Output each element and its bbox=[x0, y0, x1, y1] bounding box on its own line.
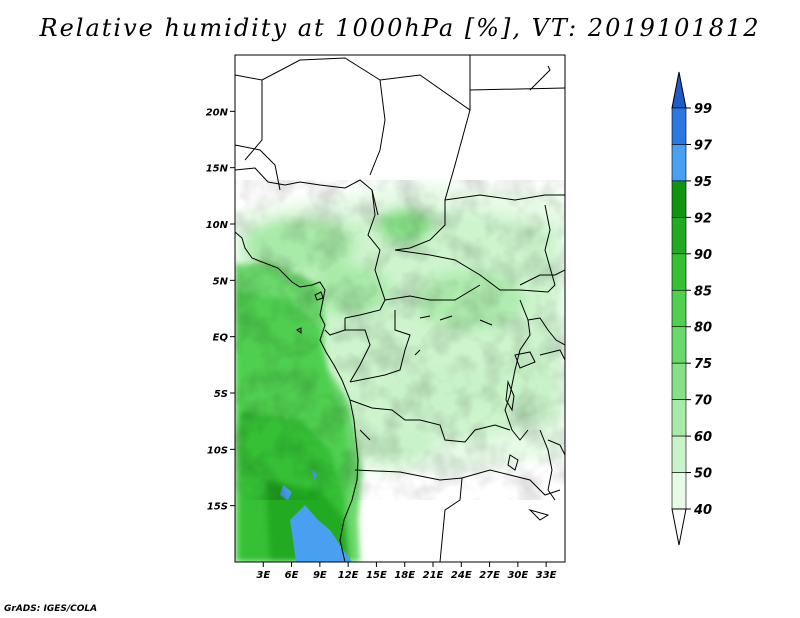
colorbar-swatch bbox=[671, 399, 687, 437]
lon-tick-label: 30E bbox=[507, 570, 528, 581]
humidity-field bbox=[235, 55, 565, 562]
lat-tick-label: EQ bbox=[213, 333, 229, 344]
lon-tick-label: 12E bbox=[338, 570, 359, 581]
lon-tick-label: 18E bbox=[394, 570, 415, 581]
colorbar-swatch bbox=[671, 472, 687, 510]
colorbar-label: 70 bbox=[694, 394, 712, 409]
colorbar-swatch bbox=[671, 435, 687, 473]
lat-tick-label: 15N bbox=[206, 164, 229, 175]
map-frame bbox=[234, 54, 566, 563]
colorbar-label: 97 bbox=[694, 138, 713, 153]
credit-text: GrADS: IGES/COLA bbox=[4, 604, 98, 614]
lat-tick-label: 10S bbox=[207, 445, 228, 456]
longitude-axis: 3E 6E 9E 12E 15E 18E 21E 24E 27E 30E 33E bbox=[256, 562, 557, 581]
lon-tick-label: 27E bbox=[479, 570, 500, 581]
boundaries bbox=[235, 55, 565, 562]
lat-tick-label: 10N bbox=[206, 220, 229, 231]
colorbar-swatch bbox=[671, 253, 687, 291]
lon-tick-label: 3E bbox=[256, 570, 270, 581]
lon-tick-label: 21E bbox=[423, 570, 444, 581]
lat-tick-label: 5N bbox=[213, 276, 229, 287]
lat-tick-label: 5S bbox=[214, 389, 228, 400]
latitude-axis: 20N 15N 10N 5N EQ 5S 10S 15S bbox=[206, 107, 235, 513]
colorbar-label: 40 bbox=[693, 503, 712, 518]
colorbar-swatch bbox=[671, 289, 687, 328]
colorbar-max-triangle bbox=[671, 71, 687, 109]
lon-tick-label: 6E bbox=[285, 570, 299, 581]
colorbar-label: 99 bbox=[694, 102, 712, 117]
colorbar-label: 80 bbox=[694, 321, 712, 336]
lon-tick-label: 24E bbox=[451, 570, 472, 581]
colorbar: 99 97 95 92 90 85 80 75 70 60 50 40 bbox=[671, 71, 713, 546]
colorbar-label: 95 bbox=[694, 175, 712, 190]
colorbar-label: 90 bbox=[694, 248, 712, 263]
lon-tick-label: 15E bbox=[366, 570, 387, 581]
colorbar-swatch bbox=[671, 362, 687, 400]
colorbar-swatch bbox=[671, 180, 687, 218]
colorbar-swatch bbox=[671, 107, 687, 145]
lat-tick-label: 15S bbox=[207, 502, 228, 513]
colorbar-swatch bbox=[671, 326, 687, 364]
lat-tick-label: 20N bbox=[206, 107, 229, 118]
colorbar-label: 75 bbox=[694, 357, 712, 372]
lon-tick-label: 33E bbox=[536, 570, 557, 581]
colorbar-swatch bbox=[671, 144, 687, 182]
colorbar-min-triangle bbox=[671, 508, 687, 546]
colorbar-swatch bbox=[671, 217, 687, 255]
colorbar-label: 50 bbox=[694, 467, 712, 482]
lon-tick-label: 9E bbox=[313, 570, 327, 581]
colorbar-label: 85 bbox=[694, 284, 712, 299]
colorbar-label: 60 bbox=[694, 430, 712, 445]
colorbar-label: 92 bbox=[694, 211, 712, 226]
map-title: Relative humidity at 1000hPa [%], VT: 20… bbox=[39, 14, 761, 42]
